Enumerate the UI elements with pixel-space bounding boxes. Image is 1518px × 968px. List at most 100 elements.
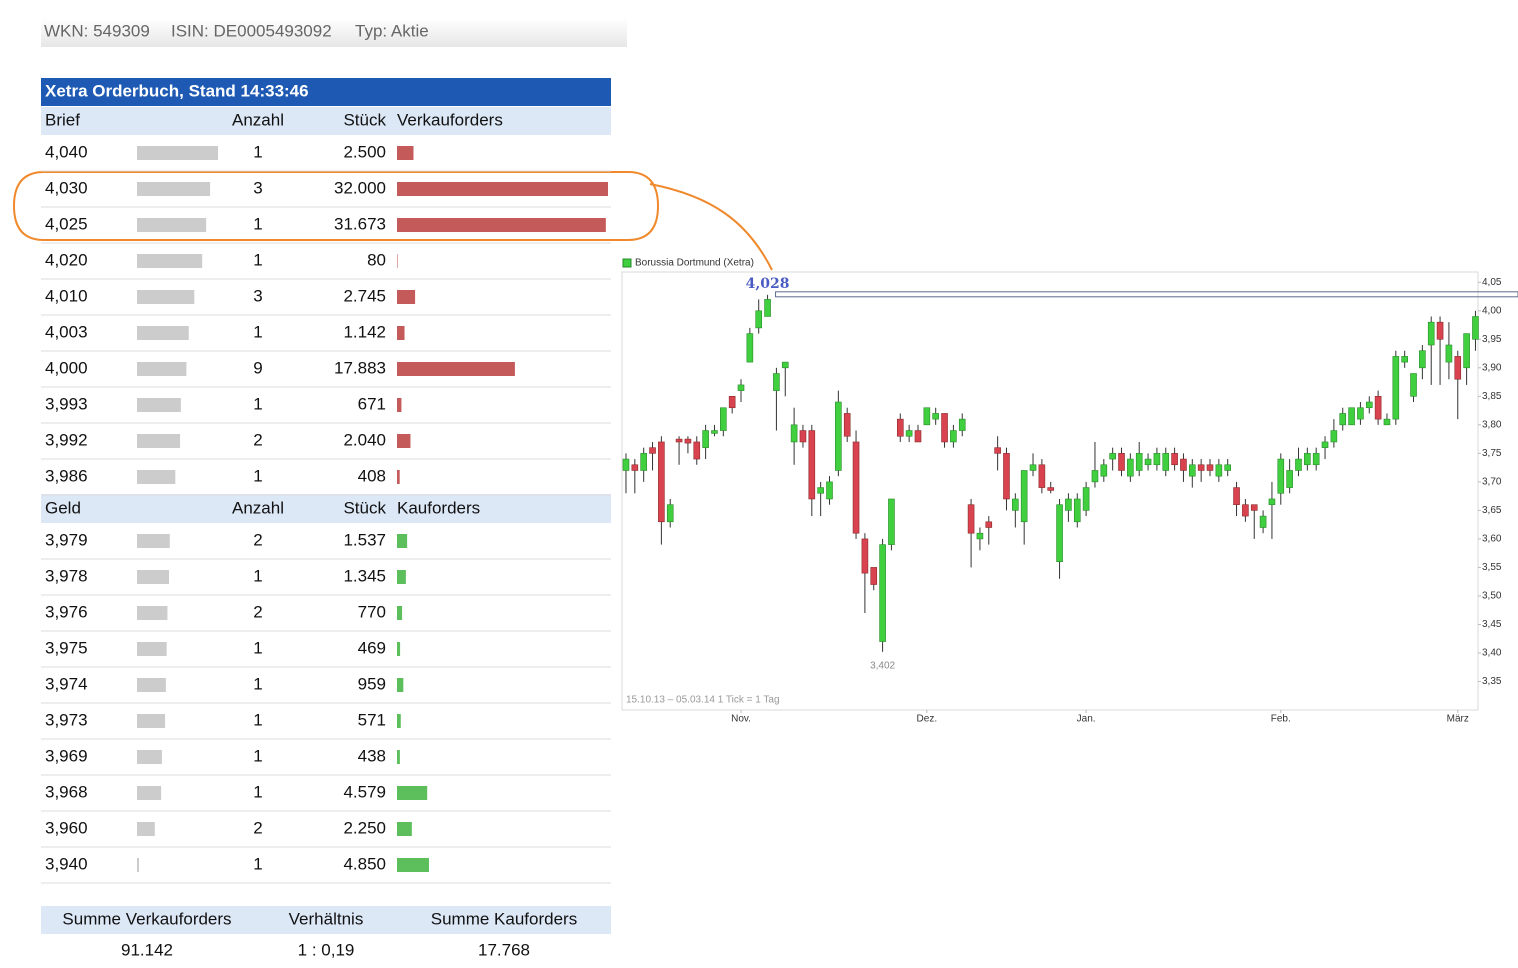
- count: 1: [253, 566, 262, 585]
- depth-bar: [137, 642, 167, 656]
- candle-body: [1100, 464, 1108, 477]
- candle-body: [958, 418, 966, 431]
- depth-bar: [137, 362, 187, 376]
- candle-body: [1463, 333, 1470, 369]
- column-header: Anzahl: [232, 498, 284, 517]
- price: 3,974: [45, 674, 88, 693]
- price: 4,040: [45, 142, 88, 161]
- candle-body: [843, 413, 851, 437]
- quantity-bar: [397, 290, 416, 304]
- depth-bar: [137, 786, 162, 800]
- candle-body: [1472, 316, 1479, 340]
- depth-bar: [137, 326, 189, 340]
- candle-body: [1357, 407, 1364, 420]
- candle-body: [1056, 504, 1063, 563]
- quantity: 32.000: [334, 178, 386, 197]
- candle-body: [905, 430, 913, 437]
- quantity: 2.745: [343, 286, 386, 305]
- column-header: Anzahl: [232, 110, 284, 129]
- candle-body: [808, 430, 816, 500]
- price: 3,940: [45, 854, 88, 873]
- price-label: 4,028: [746, 276, 790, 292]
- x-tick-label: Jan.: [1077, 714, 1096, 725]
- candle-body: [967, 504, 975, 534]
- info-bar: [41, 18, 627, 47]
- legend-swatch: [622, 258, 632, 268]
- candle-body: [1304, 453, 1311, 466]
- x-tick-label: Nov.: [731, 714, 751, 725]
- depth-bar: [137, 290, 195, 304]
- candle-body: [1065, 498, 1072, 511]
- candle-body: [1445, 344, 1453, 363]
- price: 4,030: [45, 178, 88, 197]
- price: 3,976: [45, 602, 88, 621]
- count: 1: [253, 782, 262, 801]
- candle-body: [1259, 515, 1267, 528]
- quantity: 4.579: [343, 782, 386, 801]
- quantity-bar: [397, 678, 404, 692]
- y-tick-label: 3,35: [1482, 676, 1502, 687]
- quantity-bar: [397, 182, 608, 196]
- candle-body: [1233, 487, 1240, 505]
- count: 1: [253, 214, 262, 233]
- price: 3,973: [45, 710, 88, 729]
- candle-body: [1171, 453, 1178, 466]
- count: 1: [253, 142, 262, 161]
- candle-body: [1410, 373, 1417, 397]
- depth-bar: [137, 254, 203, 268]
- candle-body: [640, 453, 647, 471]
- y-tick-label: 3,95: [1482, 334, 1502, 345]
- price: 3,968: [45, 782, 88, 801]
- quantity: 31.673: [334, 214, 386, 233]
- candle-body: [649, 447, 656, 454]
- candle-body: [720, 407, 727, 431]
- quantity: 4.850: [343, 854, 386, 873]
- depth-bar: [137, 714, 166, 728]
- depth-bar: [137, 858, 139, 872]
- price: 4,010: [45, 286, 88, 305]
- price: 3,979: [45, 530, 88, 549]
- candle-body: [764, 299, 771, 317]
- price-line: [775, 291, 1518, 298]
- candle-body: [994, 447, 1001, 454]
- count: 3: [253, 178, 262, 197]
- y-tick-label: 3,60: [1482, 534, 1502, 545]
- quantity-bar: [397, 254, 398, 268]
- candle-body: [888, 498, 895, 545]
- candle-body: [1127, 458, 1134, 477]
- count: 9: [253, 358, 262, 377]
- depth-bar: [137, 750, 162, 764]
- candle-body: [1242, 504, 1249, 517]
- candle-body: [1118, 453, 1125, 471]
- quantity-bar: [397, 362, 515, 376]
- orderbook-title-bar: [41, 78, 611, 106]
- candle-body: [1003, 453, 1010, 500]
- y-tick-label: 3,45: [1482, 619, 1502, 630]
- candle-body: [1029, 464, 1037, 471]
- candle-body: [693, 441, 701, 460]
- count: 1: [253, 250, 262, 269]
- candle-body: [1135, 453, 1143, 471]
- candle-body: [799, 430, 807, 443]
- candle-body: [1162, 453, 1170, 471]
- candle-body: [781, 361, 789, 369]
- price: 4,025: [45, 214, 88, 233]
- quantity: 2.250: [343, 818, 386, 837]
- price: 3,992: [45, 430, 88, 449]
- candle-body: [1091, 470, 1099, 483]
- y-tick-label: 4,05: [1482, 277, 1502, 288]
- quantity: 1.142: [343, 322, 386, 341]
- candle-body: [1268, 498, 1276, 505]
- depth-bar: [137, 146, 218, 160]
- price: 4,003: [45, 322, 88, 341]
- quantity: 438: [358, 746, 386, 765]
- bid-header-bar: [41, 494, 611, 523]
- price: 3,969: [45, 746, 88, 765]
- candle-body: [896, 418, 904, 437]
- quantity-bar: [397, 822, 412, 836]
- count: 2: [253, 430, 262, 449]
- x-tick-label: Feb.: [1271, 714, 1291, 725]
- candle-body: [1321, 441, 1329, 448]
- candle-body: [1419, 350, 1426, 369]
